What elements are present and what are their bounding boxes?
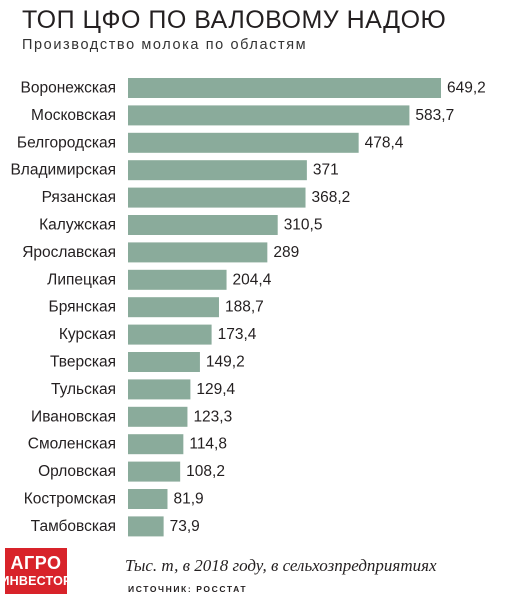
- value-label: 108,2: [186, 463, 225, 480]
- bar: [128, 269, 227, 290]
- category-label: Орловская: [38, 463, 116, 480]
- bar: [128, 78, 441, 98]
- value-label: 204,4: [233, 271, 272, 288]
- value-label: 114,8: [189, 436, 227, 453]
- logo-line1: АГРО: [10, 553, 62, 574]
- value-label: 173,4: [218, 326, 257, 343]
- logo-line2: ИНВЕСТОР: [0, 574, 72, 589]
- category-label: Белгородская: [17, 134, 116, 151]
- category-label: Ярославская: [22, 244, 116, 261]
- bar: [128, 461, 181, 482]
- bar: [128, 105, 410, 126]
- category-label: Курская: [59, 326, 116, 343]
- bar: [128, 489, 168, 509]
- value-label: 188,7: [225, 299, 264, 316]
- category-label: Воронежская: [21, 80, 116, 97]
- chart-title: ТОП ЦФО ПО ВАЛОВОМУ НАДОЮ: [22, 6, 447, 34]
- bar: [128, 434, 184, 455]
- value-label: 149,2: [206, 354, 245, 371]
- value-label: 478,4: [365, 134, 404, 151]
- bar-chart: Воронежская 649,2 Московская 583,7 Белгородс…: [10, 78, 486, 537]
- category-label: Калужская: [39, 217, 116, 234]
- category-label: Липецкая: [47, 271, 116, 288]
- value-label: 123,3: [193, 408, 232, 425]
- bar: [128, 132, 359, 153]
- category-label: Тульская: [51, 381, 116, 398]
- category-label: Ивановская: [31, 408, 116, 425]
- bar: [128, 406, 188, 427]
- chart-subtitle: Производство молока по областям: [22, 37, 308, 53]
- value-label: 129,4: [196, 381, 235, 398]
- bar: [128, 215, 278, 235]
- category-label: Владимирская: [10, 162, 116, 179]
- bar: [128, 516, 164, 537]
- bar: [128, 242, 268, 263]
- category-label: Тверская: [50, 354, 116, 371]
- category-label: Тамбовская: [31, 518, 116, 535]
- bar: [128, 187, 306, 208]
- category-label: Смоленская: [28, 436, 116, 453]
- source-credit: ИСТОЧНИК: РОССТАТ: [128, 584, 248, 594]
- agroinvestor-logo: АГРО ИНВЕСТОР: [0, 548, 71, 594]
- bar: [128, 297, 219, 318]
- unit-note: Тыс. т, в 2018 году, в сельхозпредприяти…: [125, 556, 437, 575]
- value-label: 289: [273, 244, 299, 261]
- value-label: 310,5: [284, 217, 323, 234]
- value-label: 583,7: [415, 107, 454, 124]
- value-label: 73,9: [170, 518, 200, 535]
- bar: [128, 352, 200, 372]
- category-label: Рязанская: [42, 189, 116, 206]
- category-label: Брянская: [49, 299, 116, 316]
- bar: [128, 160, 307, 181]
- value-label: 371: [313, 162, 339, 179]
- bar: [128, 324, 212, 345]
- value-label: 649,2: [447, 80, 486, 97]
- value-label: 81,9: [173, 491, 203, 508]
- value-label: 368,2: [312, 189, 351, 206]
- category-label: Московская: [31, 107, 116, 124]
- category-label: Костромская: [24, 491, 116, 508]
- bar: [128, 379, 191, 400]
